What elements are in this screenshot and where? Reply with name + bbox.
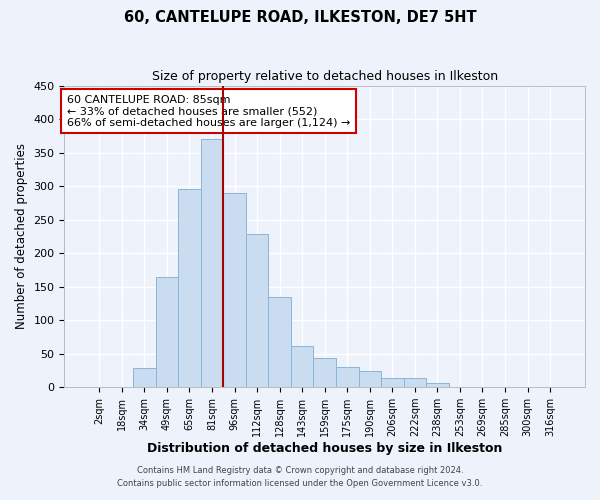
Bar (201, 139, 223, 387)
Bar (178, 190, 201, 387)
Bar (268, 296, 291, 387)
Bar (223, 193, 246, 387)
Text: Contains HM Land Registry data © Crown copyright and database right 2024.
Contai: Contains HM Land Registry data © Crown c… (118, 466, 482, 487)
Bar (359, 371, 381, 387)
Bar (336, 367, 359, 387)
Bar (426, 383, 449, 387)
Text: 60 CANTELUPE ROAD: 85sqm
← 33% of detached houses are smaller (552)
66% of semi-: 60 CANTELUPE ROAD: 85sqm ← 33% of detach… (67, 94, 350, 128)
Title: Size of property relative to detached houses in Ilkeston: Size of property relative to detached ho… (152, 70, 498, 83)
Bar (313, 358, 336, 387)
Bar (133, 368, 155, 387)
Bar (155, 276, 178, 387)
Bar (381, 378, 404, 387)
Bar (404, 378, 426, 387)
Bar (246, 234, 268, 387)
X-axis label: Distribution of detached houses by size in Ilkeston: Distribution of detached houses by size … (147, 442, 502, 455)
Text: 60, CANTELUPE ROAD, ILKESTON, DE7 5HT: 60, CANTELUPE ROAD, ILKESTON, DE7 5HT (124, 10, 476, 25)
Bar (291, 346, 313, 387)
Y-axis label: Number of detached properties: Number of detached properties (15, 144, 28, 330)
